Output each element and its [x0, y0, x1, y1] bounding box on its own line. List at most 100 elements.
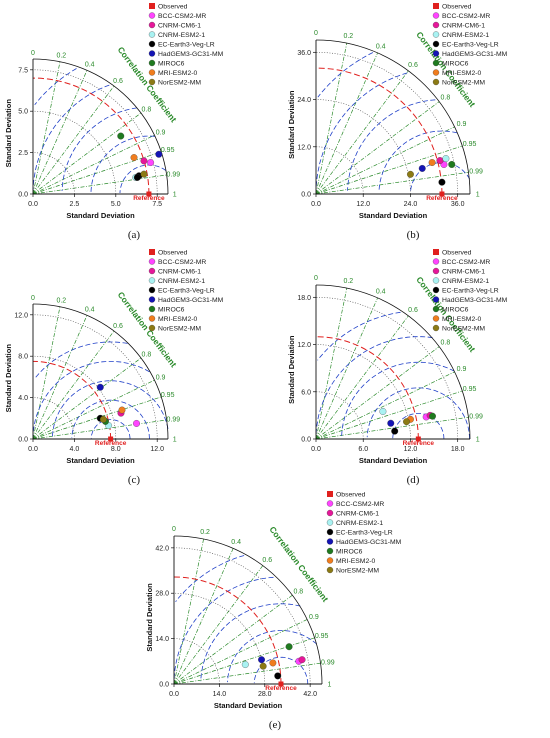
legend-marker	[433, 3, 439, 9]
legend-label: NorESM2-MM	[442, 325, 485, 332]
rmsd-arc	[90, 419, 131, 439]
model-point	[140, 157, 148, 165]
correlation-ray	[315, 101, 440, 195]
correlation-ray	[32, 315, 88, 440]
legend-marker	[432, 258, 440, 265]
correlation-tick-label: 0.2	[200, 529, 210, 536]
rmsd-arc	[317, 311, 401, 361]
legend-label: CNRM-ESM2-1	[442, 278, 489, 285]
correlation-tick-label: 1	[173, 437, 177, 444]
x-tick-label: 0.0	[311, 201, 321, 208]
legend-marker	[148, 12, 156, 19]
correlation-tick-label: 0.2	[343, 278, 353, 285]
correlation-tick-label: 1	[327, 682, 331, 689]
legend: Observed BCC-CSM2-MR CNRM-CM6-1 CNRM-ESM2-1…	[148, 3, 224, 86]
legend-marker	[432, 305, 440, 313]
legend-marker	[432, 296, 440, 303]
correlation-tick-label: 0.8	[440, 94, 450, 101]
correlation-tick-label: 0.95	[463, 386, 477, 393]
correlation-tick-label: 0.95	[315, 633, 329, 640]
legend-label: MRI-ESM2-0	[442, 316, 481, 323]
correlation-ray	[32, 379, 155, 440]
correlation-tick-label: 0.9	[156, 375, 166, 382]
rmsd-arc	[61, 107, 137, 192]
model-point	[418, 164, 426, 172]
legend-label: HadGEM3-GC31-MM	[442, 51, 508, 58]
x-axis-title: Standard Deviation	[359, 456, 428, 465]
model-point	[155, 150, 163, 158]
legend-marker	[148, 277, 156, 284]
x-tick-label: 6.0	[358, 446, 368, 453]
model-point	[407, 170, 414, 178]
correlation-tick-label: 0.95	[463, 141, 477, 148]
rmsd-arc	[315, 72, 408, 190]
legend: Observed BCC-CSM2-MR CNRM-CM6-1 CNRM-ESM2-1…	[326, 491, 402, 574]
correlation-ray	[32, 174, 167, 195]
y-tick-label: 28.0	[155, 591, 169, 598]
y-tick-label: 42.0	[155, 545, 169, 552]
correlation-tick-label: 0.4	[376, 43, 386, 50]
outer-arc	[315, 284, 471, 440]
correlation-tick-label: 0.9	[309, 614, 319, 621]
legend-marker	[148, 50, 156, 57]
legend-label: EC-Earth3-Veg-LR	[158, 41, 215, 48]
y-tick-label: 6.0	[301, 389, 311, 396]
rmsd-arc	[71, 399, 150, 439]
legend-label: CNRM-CM6-1	[442, 22, 485, 29]
outer-arc	[32, 303, 169, 440]
legend-label: NorESM2-MM	[442, 79, 485, 86]
correlation-ray	[315, 43, 348, 195]
rmsd-arc	[34, 68, 77, 106]
y-tick-label: 7.5	[18, 67, 28, 74]
legend-label: NorESM2-MM	[158, 79, 201, 86]
rmsd-arc	[90, 135, 156, 193]
x-tick-label: 7.5	[152, 201, 162, 208]
x-tick-label: 0.0	[28, 201, 38, 208]
taylor-panel-3: 0.0 6.0 12.0 18.0 0.0 6.0 12.0 18.0 Standard Dev…	[287, 249, 508, 486]
x-tick-label: 0.0	[169, 691, 179, 698]
y-tick-label: 0.0	[159, 682, 169, 689]
correlation-tick-label: 0.8	[440, 339, 450, 346]
correlation-ray	[32, 306, 61, 440]
std-arc	[32, 314, 158, 440]
model-point	[259, 662, 267, 670]
x-tick-label: 8.0	[111, 446, 121, 453]
reference-label: Reference	[403, 440, 435, 447]
model-point	[274, 672, 282, 680]
y-tick-label: 2.5	[18, 150, 28, 157]
x-tick-label: 5.0	[111, 201, 121, 208]
rmsd-arc	[315, 336, 433, 436]
legend-label: EC-Earth3-Veg-LR	[442, 41, 499, 48]
reference-point	[278, 681, 284, 687]
model-point	[429, 412, 436, 420]
legend-label: EC-Earth3-Veg-LR	[336, 529, 393, 536]
legend-marker	[148, 69, 156, 76]
model-point	[428, 159, 436, 166]
legend-label: MRI-ESM2-0	[336, 558, 375, 565]
taylor-panel-4: 0.0 14.0 28.0 42.0 0.0 14.0 28.0 42.0 Standard D…	[145, 491, 402, 731]
model-point	[99, 415, 107, 423]
legend-marker	[326, 538, 334, 545]
taylor-panel-2: 0.0 4.0 8.0 12.0 0.0 4.0 8.0 12.0 Standard Devia…	[4, 249, 224, 486]
legend-marker	[326, 509, 334, 517]
legend-marker	[432, 78, 440, 86]
x-tick-label: 12.0	[356, 201, 370, 208]
rmsd-arc	[173, 576, 274, 681]
model-point	[387, 419, 395, 427]
legend-marker	[326, 500, 334, 507]
y-axis-title: Standard Deviation	[4, 344, 13, 413]
correlation-ray	[315, 346, 440, 440]
legend-label: MRI-ESM2-0	[158, 316, 197, 323]
x-tick-label: 4.0	[70, 446, 80, 453]
x-tick-label: 0.0	[28, 446, 38, 453]
std-arc	[315, 99, 411, 195]
legend-marker	[432, 315, 440, 322]
reference-point	[415, 436, 421, 442]
correlation-ray	[32, 357, 142, 440]
rmsd-arc	[253, 656, 309, 684]
y-tick-label: 12.0	[297, 144, 311, 151]
x-tick-label: 42.0	[303, 691, 317, 698]
rmsd-arc	[32, 84, 110, 191]
legend-marker	[148, 258, 156, 265]
legend-label: BCC-CSM2-MR	[336, 501, 384, 508]
